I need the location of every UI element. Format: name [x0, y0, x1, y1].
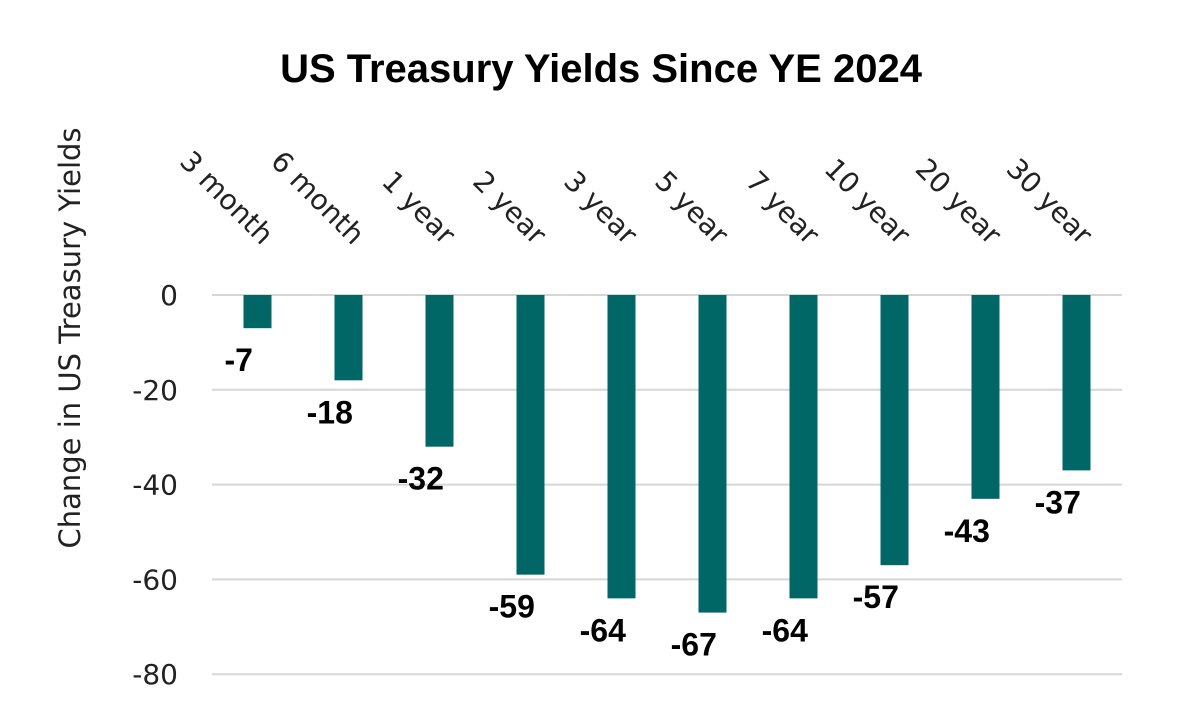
bar	[1062, 295, 1091, 471]
bar	[698, 295, 727, 613]
data-label: -32	[398, 461, 444, 497]
data-label: -7	[225, 342, 253, 378]
gridlines	[212, 294, 1122, 676]
x-tick-label: 20 year	[909, 152, 1008, 251]
x-tick-label: 3 month	[173, 144, 279, 250]
bar	[607, 295, 636, 599]
data-labels: -7 -18 -32 -59 -64 -67 -64 -57 -43 -37	[225, 342, 1081, 662]
data-label: -59	[489, 589, 535, 625]
bar	[880, 295, 909, 566]
bar	[789, 295, 818, 599]
y-axis-ticks: 0 -20 -40 -60 -80	[132, 279, 178, 691]
y-tick-label: -80	[132, 658, 178, 691]
bar	[516, 295, 545, 575]
data-label: -37	[1035, 484, 1081, 520]
x-tick-label: 2 year	[466, 165, 553, 252]
y-axis-label: Change in US Treasury Yields	[53, 127, 87, 548]
y-tick-label: -60	[132, 563, 178, 596]
chart-title: US Treasury Yields Since YE 2024	[280, 47, 923, 91]
bar	[425, 295, 454, 447]
y-tick-label: -40	[132, 469, 178, 502]
x-tick-label: 5 year	[648, 165, 735, 252]
bar	[243, 295, 272, 329]
data-label: -67	[671, 627, 717, 663]
bars	[243, 295, 1091, 613]
y-tick-label: -20	[132, 374, 178, 407]
bar	[334, 295, 363, 381]
y-tick-label: 0	[160, 279, 178, 312]
data-label: -64	[762, 612, 808, 648]
data-label: -18	[307, 394, 353, 430]
bar	[971, 295, 1000, 499]
data-label: -43	[944, 513, 990, 549]
x-tick-label: 6 month	[264, 144, 370, 250]
x-tick-label: 10 year	[818, 152, 917, 251]
x-tick-label: 1 year	[375, 165, 462, 252]
x-tick-label: 7 year	[739, 165, 826, 252]
data-label: -64	[580, 612, 626, 648]
data-label: -57	[853, 579, 899, 615]
x-tick-label: 3 year	[557, 165, 644, 252]
x-tick-label: 30 year	[1000, 152, 1099, 251]
